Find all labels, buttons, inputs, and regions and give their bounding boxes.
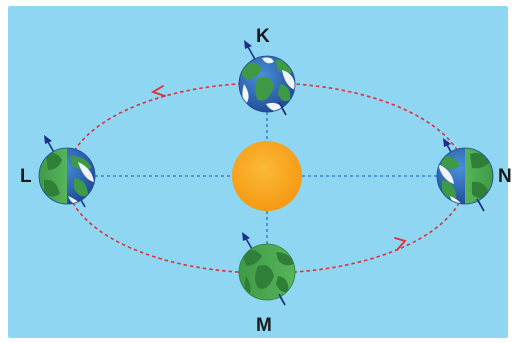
position-label-k: K: [256, 26, 270, 47]
direction-arrow-bottom-icon: [394, 237, 407, 251]
position-label-l: L: [20, 166, 32, 187]
direction-arrow-top-icon: [150, 85, 166, 97]
axis-arrowhead-icon-l: [44, 135, 52, 144]
position-label-n: N: [498, 166, 512, 187]
orbit-direction-arrow-icon: [150, 85, 407, 251]
earth-globe-icon-n: [436, 138, 494, 212]
guide-lines: [95, 112, 437, 244]
earth-globe-icon-l: [38, 135, 96, 208]
axis-arrowhead-icon-n: [443, 138, 451, 147]
axis-arrowhead-icon-k: [244, 40, 252, 49]
earth-globe-icon-k: [238, 40, 296, 116]
sun-icon: [232, 141, 302, 211]
position-label-m: M: [256, 315, 272, 336]
earth-globe-icon-m: [238, 232, 296, 306]
axis-arrowhead-icon-m: [242, 232, 250, 241]
